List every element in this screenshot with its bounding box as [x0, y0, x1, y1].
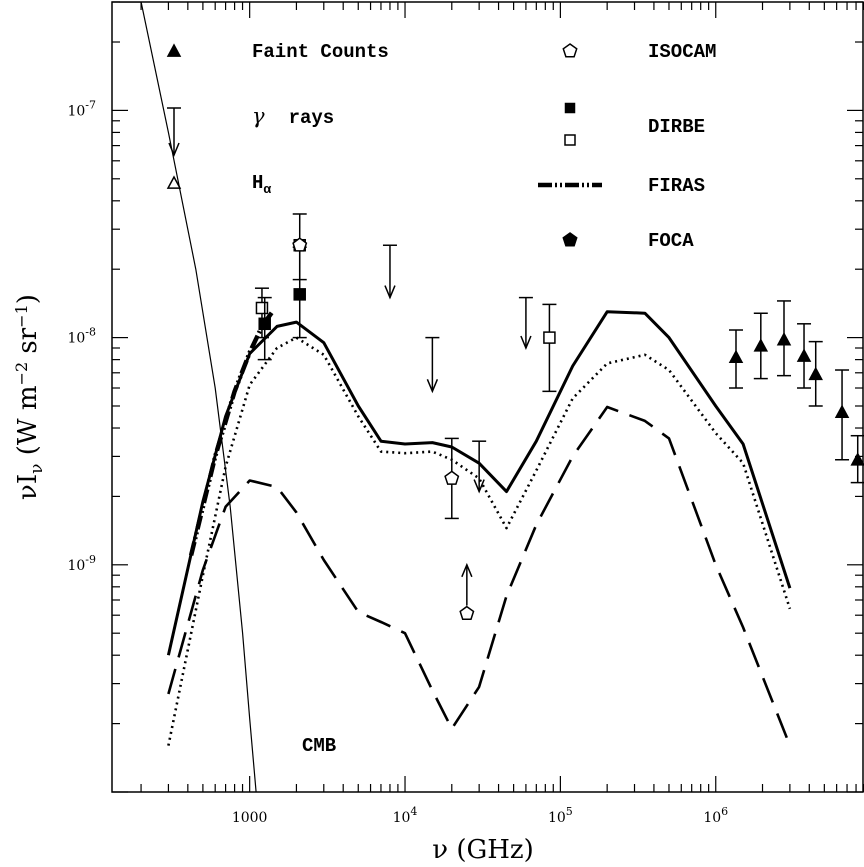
faint-count-point	[796, 348, 812, 362]
tick-label-base: 10	[548, 810, 566, 826]
cmb-annotation: CMB	[302, 735, 336, 757]
isocam-lower-limit-arrow	[461, 562, 473, 606]
legend-isocam-label: ISOCAM	[648, 41, 716, 63]
x-axis-label: ν (GHz)	[432, 835, 534, 865]
gamma-ray-upper-limit	[382, 244, 397, 300]
gamma-ray-upper-limit	[518, 296, 533, 350]
legend-halpha-sub: α	[263, 182, 271, 197]
tick-label-exp: 4	[410, 805, 417, 818]
gamma-ray-upper-limit	[472, 440, 487, 494]
tick-label-exp: -9	[85, 553, 96, 566]
legend-firas-label: FIRAS	[648, 175, 705, 197]
tick-label-base: 1000	[232, 810, 268, 826]
y-axis-label: νIν (W m−2 sr−1)	[12, 294, 47, 500]
dirbe-open-point	[543, 331, 556, 344]
tick-label-base: 10	[67, 331, 85, 347]
legend-foca-marker	[562, 232, 578, 247]
isocam-point	[444, 470, 460, 485]
y-label-sub: ν	[27, 464, 47, 474]
y-label-units: (W m	[13, 385, 43, 463]
series-line-cmb-thin	[119, 2, 257, 792]
tick-label-exp: -7	[85, 98, 96, 111]
y-label-exp1: −2	[12, 362, 31, 386]
legend-gamma-marker	[167, 107, 181, 157]
legend-dirbe-open-marker	[564, 134, 576, 146]
y-label-close: )	[13, 294, 43, 304]
dirbe-filled-point	[258, 317, 271, 331]
tick-label-base: 10	[393, 810, 411, 826]
legend-dirbe-label: DIRBE	[648, 116, 705, 138]
x-tick-label: 1000	[232, 810, 268, 826]
dirbe-open-point	[255, 301, 269, 315]
x-tick-label: 105	[548, 805, 573, 826]
legend-faint-counts-label: Faint Counts	[252, 41, 389, 63]
faint-count-point	[834, 404, 850, 418]
legend-dirbe-filled-marker	[564, 102, 576, 114]
tick-label-base: 10	[703, 810, 721, 826]
legend-halpha-marker	[166, 175, 182, 189]
faint-count-point	[728, 349, 744, 364]
y-label-exp2: −1	[12, 304, 31, 328]
legend-halpha-base: H	[252, 172, 263, 194]
plot-frame	[111, 1, 864, 793]
dirbe-filled-point	[293, 288, 306, 301]
y-label-mid: sr	[13, 327, 43, 362]
series-line-long-dash	[167, 405, 792, 747]
faint-count-point	[753, 338, 769, 352]
y-label-main: νI	[13, 474, 43, 500]
legend-foca-label: FOCA	[648, 230, 694, 252]
gamma-ray-upper-limit	[425, 336, 440, 394]
y-tick-label: 10-8	[67, 326, 96, 347]
tick-label-exp: 5	[566, 805, 573, 818]
legend-halpha-label: Hα	[252, 172, 271, 197]
data-markers	[254, 213, 864, 620]
y-tick-label: 10-9	[67, 553, 96, 574]
faint-count-point	[850, 452, 864, 466]
tick-label-base: 10	[67, 558, 85, 574]
x-tick-label: 106	[703, 805, 728, 826]
tick-label-exp: 6	[721, 805, 728, 818]
tick-label-base: 10	[67, 103, 85, 119]
isocam-point	[459, 605, 475, 620]
legend-gamma-word: rays	[289, 107, 335, 129]
dirbe-errorbar	[542, 303, 557, 393]
legend-isocam-marker	[562, 43, 578, 58]
tick-label-exp: -8	[85, 326, 96, 339]
x-tick-label: 104	[393, 805, 418, 826]
faint-count-point	[776, 332, 792, 346]
series-line-solid-thick	[166, 310, 792, 656]
legend-gamma-symbol: γ	[252, 104, 265, 128]
y-tick-label: 10-7	[67, 98, 96, 119]
legend-gamma-label: γ rays	[252, 104, 334, 129]
legend-faint-counts-marker	[166, 43, 182, 57]
legend: Faint Counts γ rays Hα ISOCAM DIRBE FIRAS FOCA C…	[166, 41, 716, 757]
faint-count-point	[808, 366, 823, 381]
isocam-point	[292, 237, 308, 252]
